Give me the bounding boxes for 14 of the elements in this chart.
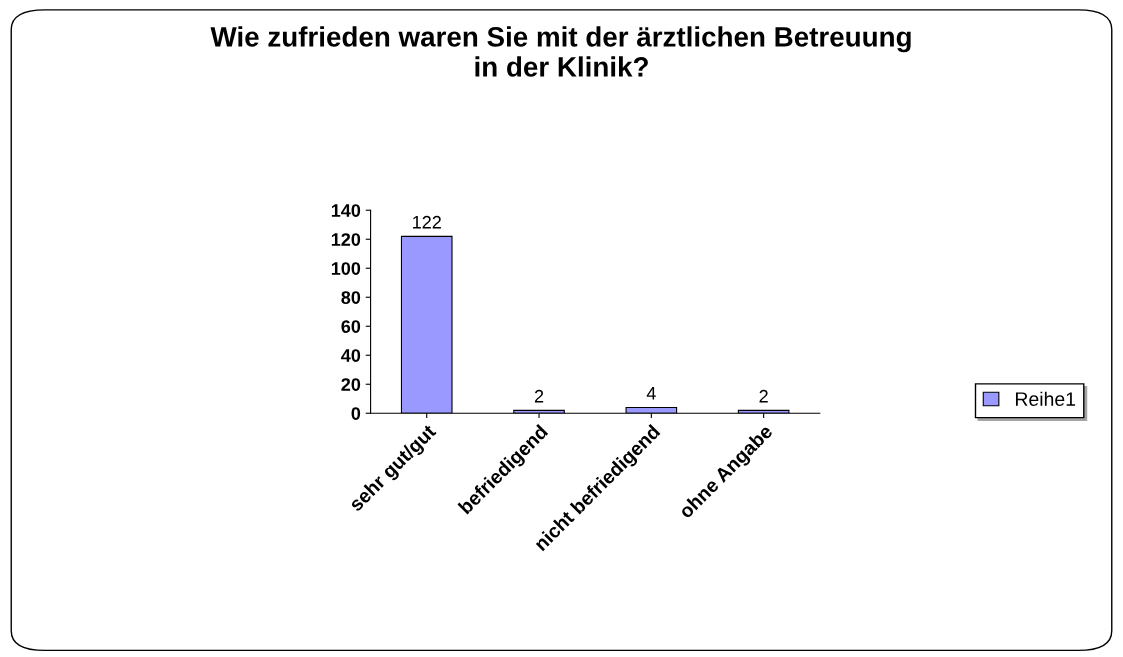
y-tick-label: 60 [341,320,361,333]
y-tick-label: 20 [341,378,361,391]
data-label: 2 [759,389,768,403]
y-tick-label: 40 [341,349,361,362]
y-tick-label: 0 [351,407,361,420]
y-tick-label: 140 [331,204,361,217]
chart-title: Wie zufrieden waren Sie mit der ärztlichen Betreuung in der Klinik? [210,26,911,77]
legend-label: Reihe1 [1015,391,1076,406]
y-tick-label: 120 [331,233,361,246]
data-label: 4 [646,387,656,400]
data-label: 122 [413,215,441,229]
y-tick-label: 80 [341,291,361,304]
data-label: 2 [534,389,544,403]
y-tick-label: 100 [331,262,361,275]
